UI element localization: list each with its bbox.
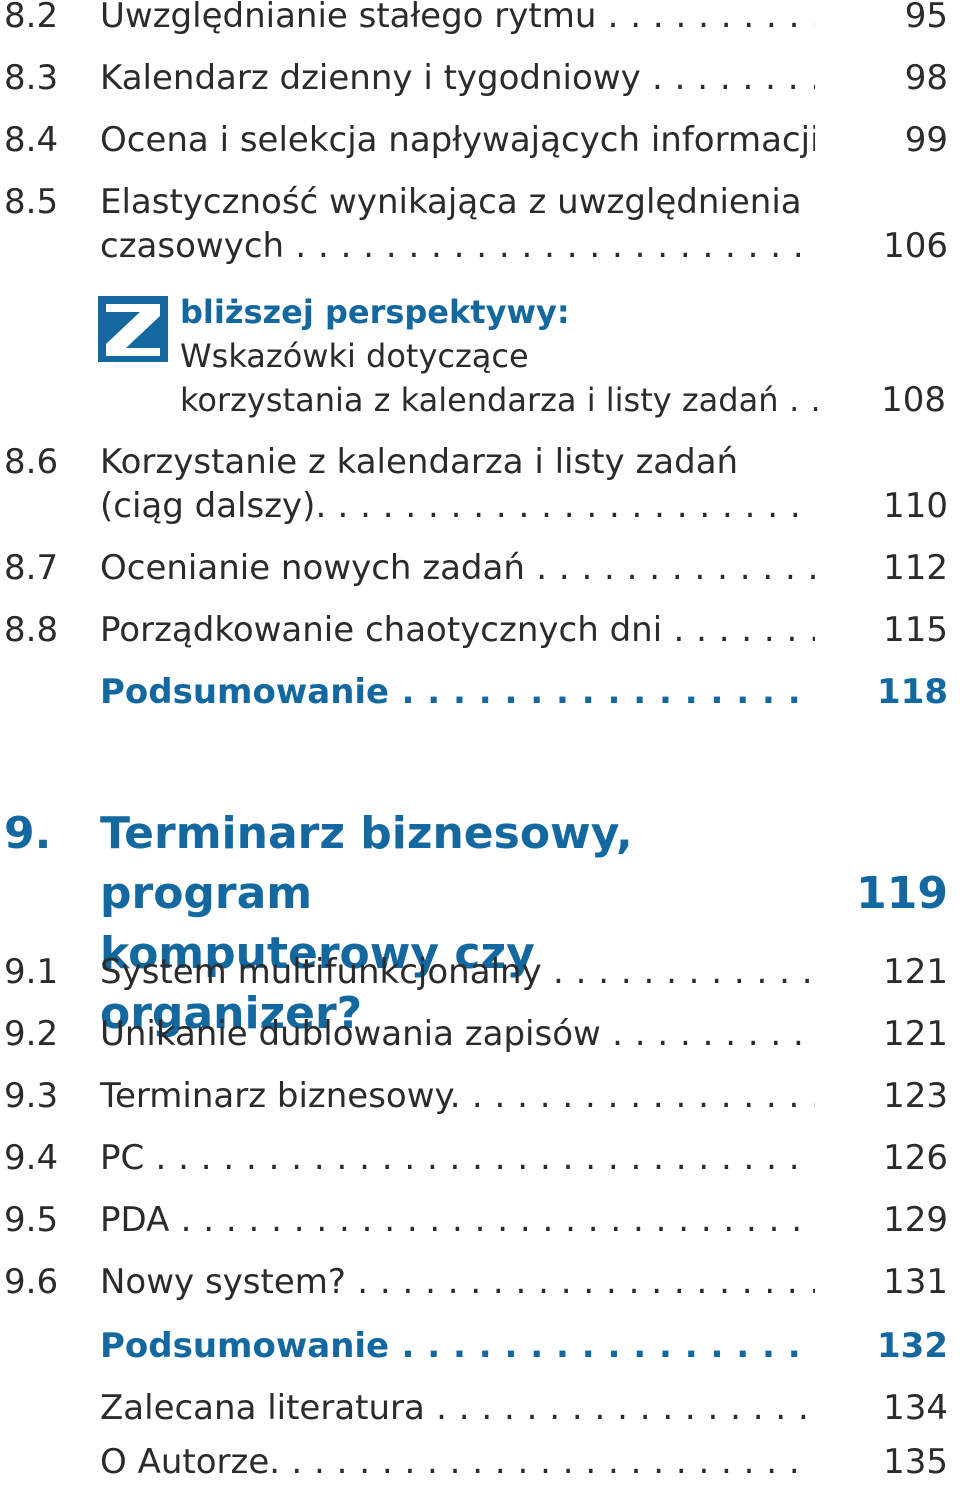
toc-entry-8-5[interactable]: 8.5 Elastyczność wynikająca z uwzględnie… (0, 180, 960, 268)
section-title: Podsumowanie (100, 1324, 815, 1368)
section-title-line-1: Elastyczność wynikająca z uwzględnienia … (100, 182, 815, 222)
section-title: System multifunkcjonalny (100, 950, 815, 994)
page-number: 121 (883, 952, 948, 992)
toc-chapter-9[interactable]: 9. Terminarz biznesowy, program komputer… (0, 804, 960, 1039)
section-number: 9.2 (4, 1014, 59, 1054)
section-number: 9.3 (4, 1076, 59, 1116)
toc-entry-8-6[interactable]: 8.6 Korzystanie z kalendarza i listy zad… (0, 440, 960, 528)
section-title-line-2: (ciąg dalszy). (100, 484, 815, 528)
section-title-line-2: czasowych (100, 224, 815, 268)
page-number: 110 (883, 486, 948, 526)
page-number: 112 (883, 548, 948, 588)
page-number: 129 (883, 1200, 948, 1240)
section-title: O Autorze. (100, 1440, 815, 1484)
section-number: 8.3 (4, 58, 59, 98)
section-title: Unikanie dublowania zapisów (100, 1012, 815, 1056)
closer-perspective-box[interactable]: bliższej perspektywy: Wskazówki dotycząc… (98, 290, 948, 430)
section-title: Uwzględnianie stałego rytmu (100, 0, 815, 38)
page-number: 126 (883, 1138, 948, 1178)
section-number: 8.5 (4, 182, 59, 222)
section-title: Terminarz biznesowy. (100, 1074, 815, 1118)
page-number: 95 (904, 0, 948, 36)
section-title: Nowy system? (100, 1260, 815, 1304)
page-number: 99 (904, 120, 948, 160)
section-number: 8.4 (4, 120, 59, 160)
section-number: 9.6 (4, 1262, 59, 1302)
chapter-title-line-1: Terminarz biznesowy, program (100, 808, 633, 919)
page-number: 131 (883, 1262, 948, 1302)
chapter-title: Terminarz biznesowy, program komputerowy… (100, 804, 800, 1044)
page-number: 132 (877, 1326, 948, 1366)
section-title: Ocena i selekcja napływających informacj… (100, 118, 815, 162)
section-title-line-1: Korzystanie z kalendarza i listy zadań (100, 442, 739, 482)
section-title: Ocenianie nowych zadań (100, 546, 815, 590)
section-title: Elastyczność wynikająca z uwzględnienia … (100, 180, 815, 268)
section-number: 8.8 (4, 610, 59, 650)
section-title: Podsumowanie (100, 670, 815, 714)
box-title-line-2: korzystania z kalendarza i listy zadań (180, 378, 820, 422)
box-heading: bliższej perspektywy: (180, 293, 570, 331)
section-number: 8.6 (4, 442, 59, 482)
section-title: PC (100, 1136, 815, 1180)
section-title: PDA (100, 1198, 815, 1242)
page-number: 106 (883, 226, 948, 266)
section-title: Zalecana literatura (100, 1386, 815, 1430)
page-number: 123 (883, 1076, 948, 1116)
section-number: 9.4 (4, 1138, 59, 1178)
page-number: 108 (881, 380, 946, 420)
page-number: 98 (904, 58, 948, 98)
section-title: Kalendarz dzienny i tygodniowy (100, 56, 815, 100)
section-number: 8.7 (4, 548, 59, 588)
page-number: 121 (883, 1014, 948, 1054)
page-number: 135 (883, 1442, 948, 1482)
section-number: 9.5 (4, 1200, 59, 1240)
section-title: Porządkowanie chaotycznych dni (100, 608, 815, 652)
z-logo-icon (98, 296, 168, 362)
box-title-line-1: Wskazówki dotyczące (180, 337, 529, 375)
section-number: 9.1 (4, 952, 59, 992)
page-number: 115 (883, 610, 948, 650)
page-number: 118 (877, 672, 948, 712)
section-title: Korzystanie z kalendarza i listy zadań (… (100, 440, 815, 528)
page-number: 134 (883, 1388, 948, 1428)
section-number: 8.2 (4, 0, 59, 36)
page-number: 119 (856, 868, 948, 919)
chapter-number: 9. (4, 808, 52, 859)
